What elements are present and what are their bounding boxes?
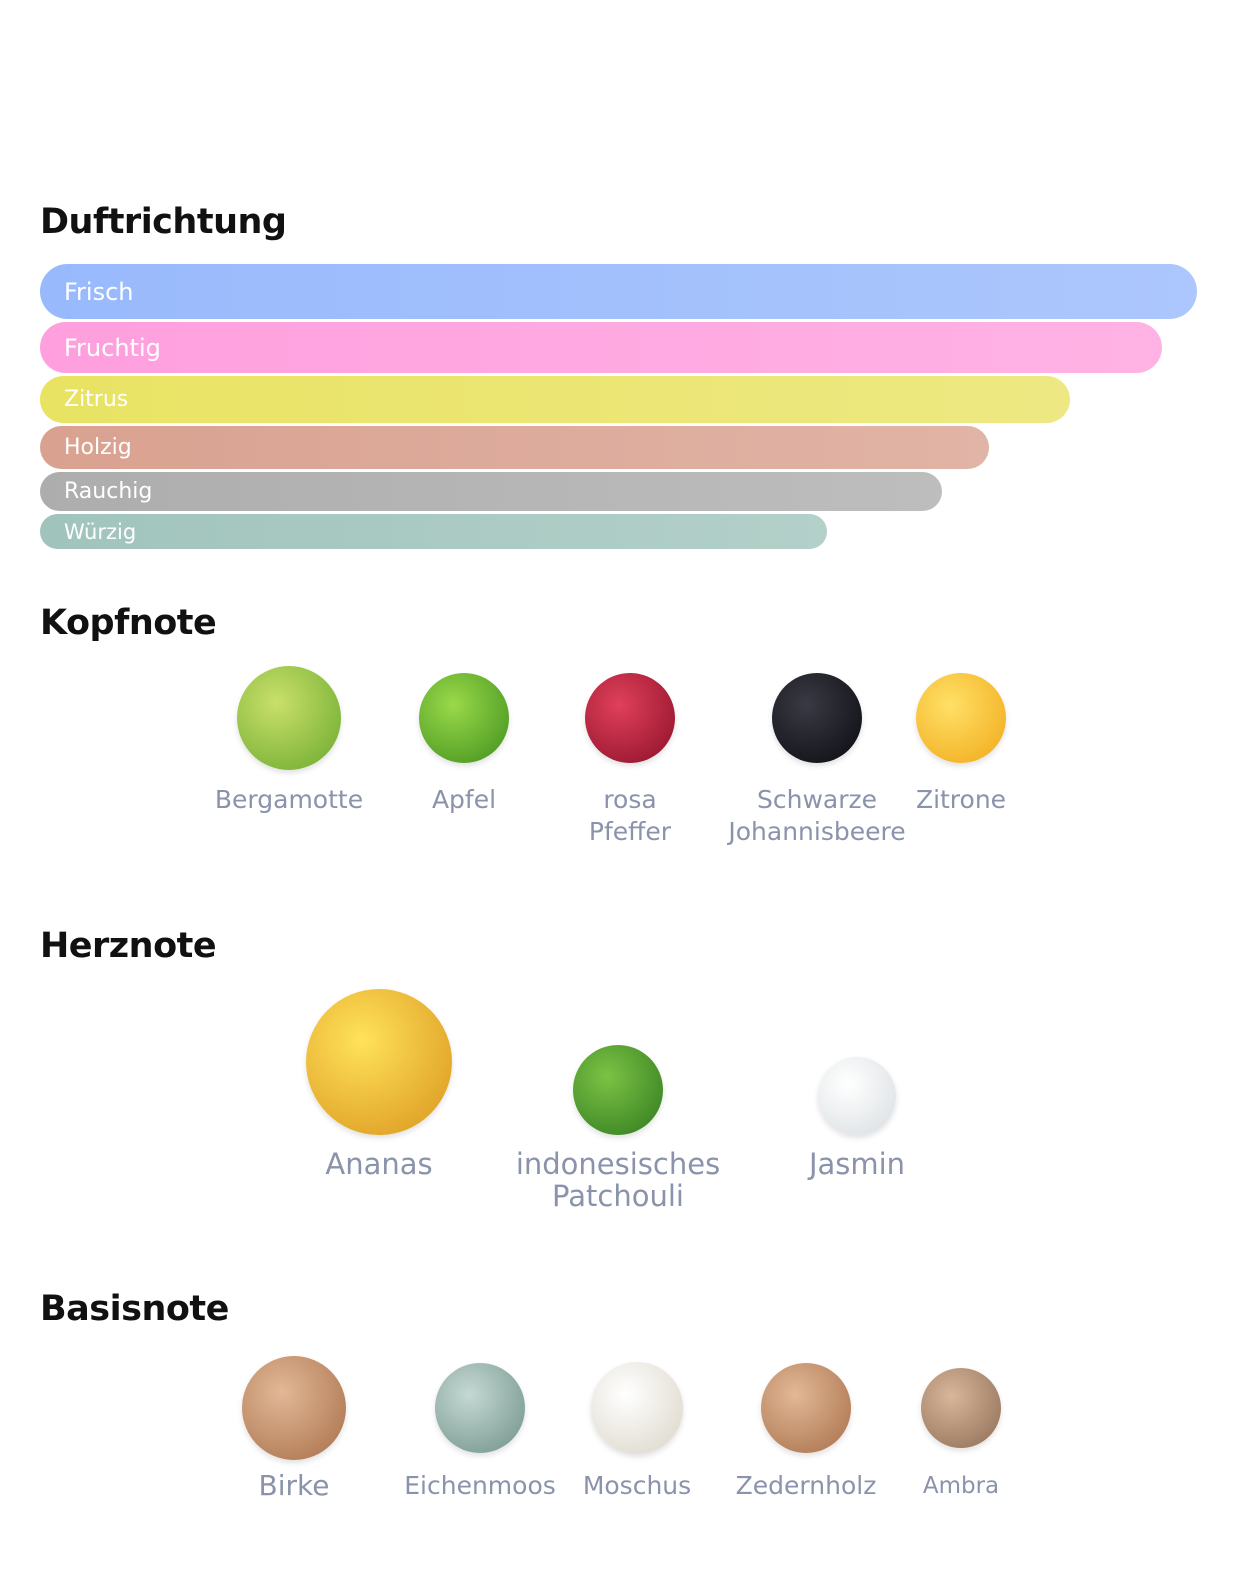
note-label: Moschus <box>582 1471 692 1500</box>
note-label: Eichenmoos <box>404 1471 556 1500</box>
accord-bar: Holzig <box>40 426 989 469</box>
note-icon <box>921 1368 1001 1448</box>
accord-label: Rauchig <box>64 479 153 504</box>
accord-bar: Frisch <box>40 264 1197 319</box>
accord-label: Würzig <box>64 519 137 544</box>
note-label: Apfel <box>431 785 497 814</box>
note-label: rosa Pfeffer <box>588 785 672 846</box>
note-icon <box>591 1362 683 1454</box>
section-title: Duftrichtung <box>40 202 287 242</box>
note-icon <box>573 1045 663 1135</box>
note-icon <box>435 1363 525 1453</box>
accord-label: Zitrus <box>64 387 129 412</box>
note-icon <box>419 673 509 763</box>
note-label: Zedernholz <box>735 1471 877 1500</box>
accord-bar: Würzig <box>40 514 827 549</box>
note-label: Ananas <box>325 1147 433 1181</box>
note-icon <box>242 1356 346 1460</box>
note-label: Jasmin <box>808 1147 906 1181</box>
note-icon <box>237 666 341 770</box>
note-icon <box>818 1057 896 1135</box>
note-label: Ambra <box>922 1473 1000 1499</box>
section-title: Basisnote <box>40 1289 229 1329</box>
note-label: Birke <box>258 1469 330 1502</box>
note-icon <box>306 989 452 1135</box>
note-label: Bergamotte <box>214 785 364 814</box>
note-label: Zitrone <box>915 785 1007 814</box>
note-label: Schwarze Johannisbeere <box>728 785 906 846</box>
accord-label: Fruchtig <box>64 333 161 362</box>
section-title: Kopfnote <box>40 603 217 643</box>
note-icon <box>761 1363 851 1453</box>
accord-label: Holzig <box>64 435 132 460</box>
note-icon <box>585 673 675 763</box>
note-label: indonesisches Patchouli <box>515 1147 721 1213</box>
note-icon <box>772 673 862 763</box>
accord-bar: Rauchig <box>40 472 943 511</box>
accord-bar: Zitrus <box>40 376 1070 423</box>
accord-label: Frisch <box>64 277 134 306</box>
note-icon <box>916 673 1006 763</box>
section-title: Herznote <box>40 926 217 966</box>
accord-bar: Fruchtig <box>40 322 1163 373</box>
